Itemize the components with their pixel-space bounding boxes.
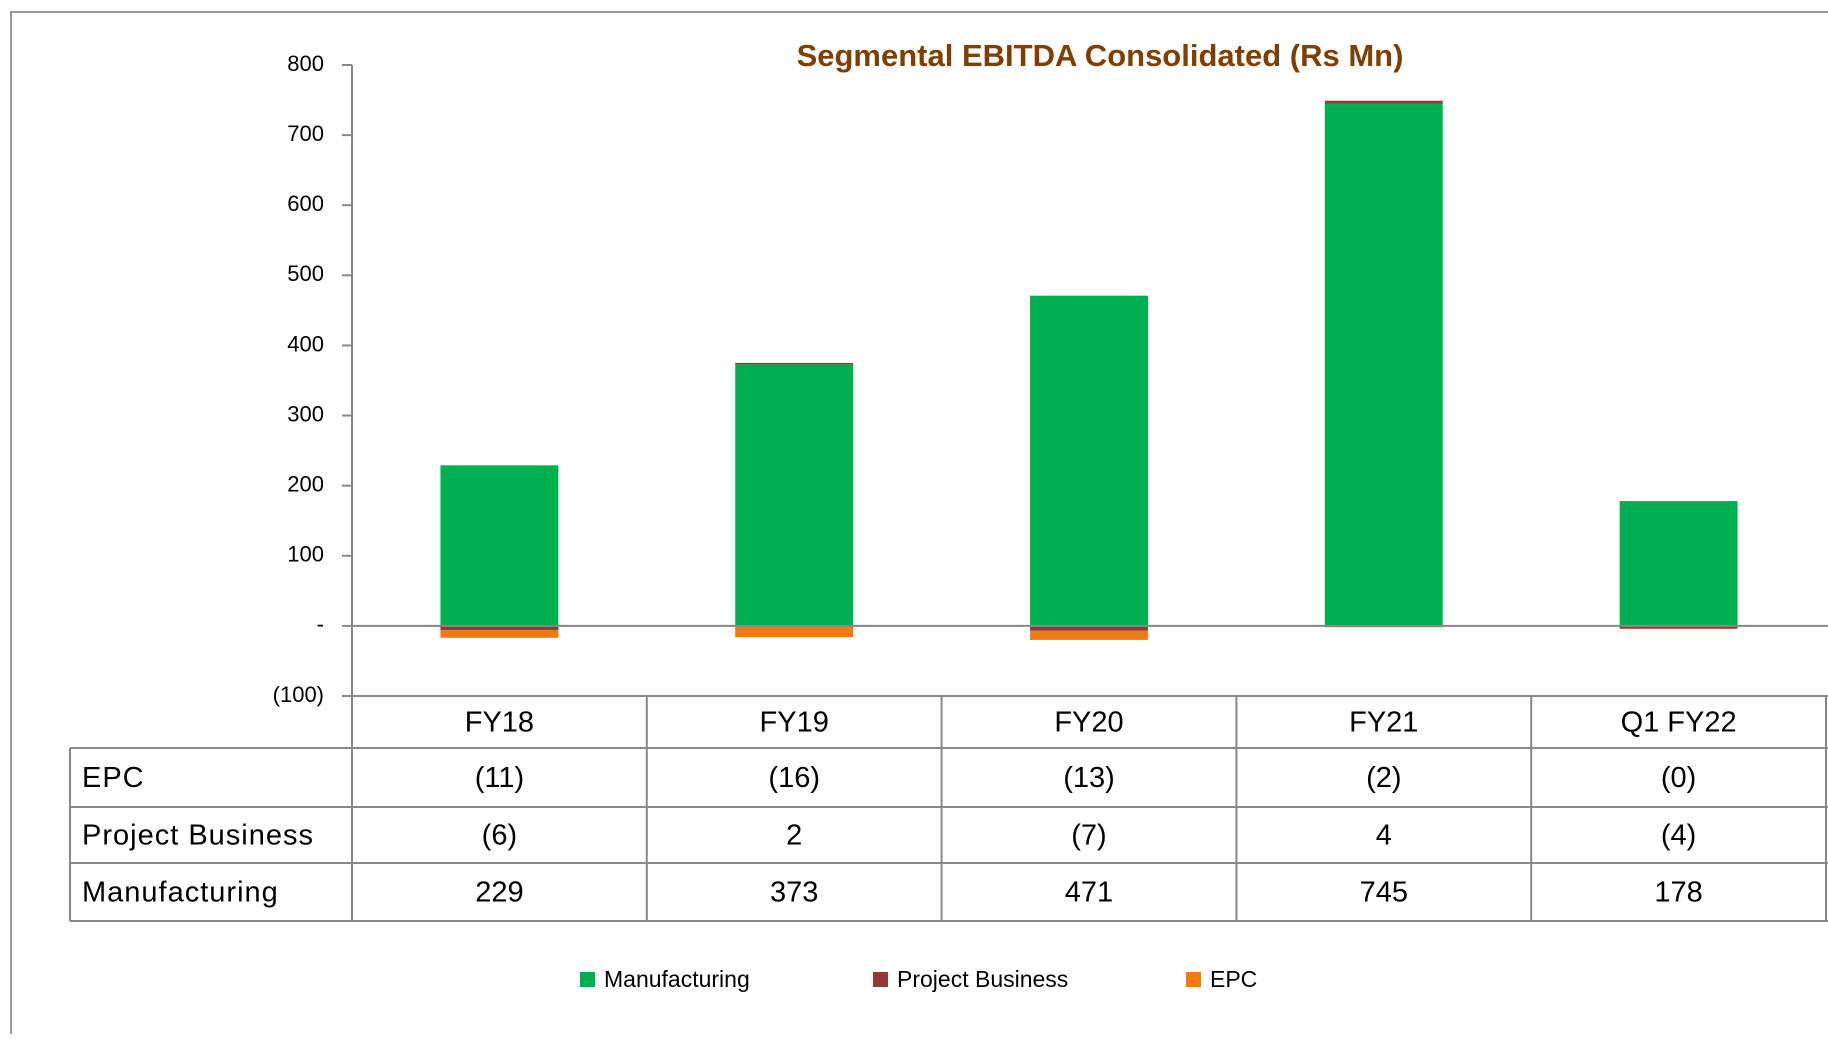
table-value: 178	[1654, 877, 1702, 909]
table-value: (13)	[1063, 762, 1115, 794]
table-value: 373	[770, 877, 818, 909]
x-tick-label: FY18	[465, 707, 534, 739]
legend-label: Manufacturing	[604, 966, 750, 992]
y-tick-label: 600	[287, 191, 324, 216]
bar-segment	[735, 363, 853, 364]
y-tick-label: -	[317, 612, 324, 637]
table-value: (2)	[1366, 762, 1401, 794]
row-label: EPC	[82, 762, 145, 794]
bar-segment	[1030, 631, 1148, 640]
bar-segment	[440, 465, 558, 626]
table-value: (4)	[1661, 820, 1696, 852]
table-value: (0)	[1661, 762, 1696, 794]
bar-segment	[735, 364, 853, 626]
table-value: 471	[1065, 877, 1113, 909]
row-label: Manufacturing	[82, 877, 279, 909]
legend-swatch	[580, 972, 595, 987]
bar-segment	[1325, 101, 1443, 104]
y-tick-label: (100)	[273, 682, 324, 707]
legend-swatch	[873, 972, 888, 987]
x-tick-label: FY19	[760, 707, 829, 739]
legend-label: Project Business	[897, 966, 1068, 992]
y-tick-label: 700	[287, 121, 324, 146]
y-tick-label: 500	[287, 261, 324, 286]
chart-title: Segmental EBITDA Consolidated (Rs Mn)	[797, 38, 1404, 73]
bar-segment	[1325, 104, 1443, 626]
table-value: 4	[1376, 820, 1392, 852]
y-tick-label: 200	[287, 471, 324, 496]
row-label: Project Business	[82, 820, 314, 852]
x-tick-label: FY21	[1349, 707, 1418, 739]
table-value: (11)	[475, 762, 524, 794]
y-tick-label: 100	[287, 542, 324, 567]
table-value: (6)	[482, 820, 517, 852]
x-tick-label: Q1 FY22	[1621, 707, 1737, 739]
bar-segment	[1620, 501, 1738, 626]
table-value: 229	[475, 877, 523, 909]
table-value: (7)	[1071, 820, 1106, 852]
table-value: 745	[1360, 877, 1408, 909]
bar-segment	[735, 626, 853, 637]
x-tick-label: FY20	[1054, 707, 1123, 739]
table-value: 2	[786, 820, 802, 852]
y-tick-label: 300	[287, 401, 324, 426]
bar-segment	[1030, 296, 1148, 626]
frame	[11, 12, 1828, 1034]
legend-swatch	[1186, 972, 1201, 987]
legend-label: EPC	[1210, 966, 1257, 992]
bar-segment	[440, 630, 558, 638]
y-tick-label: 800	[287, 51, 324, 76]
y-tick-label: 400	[287, 331, 324, 356]
table-value: (16)	[768, 762, 820, 794]
